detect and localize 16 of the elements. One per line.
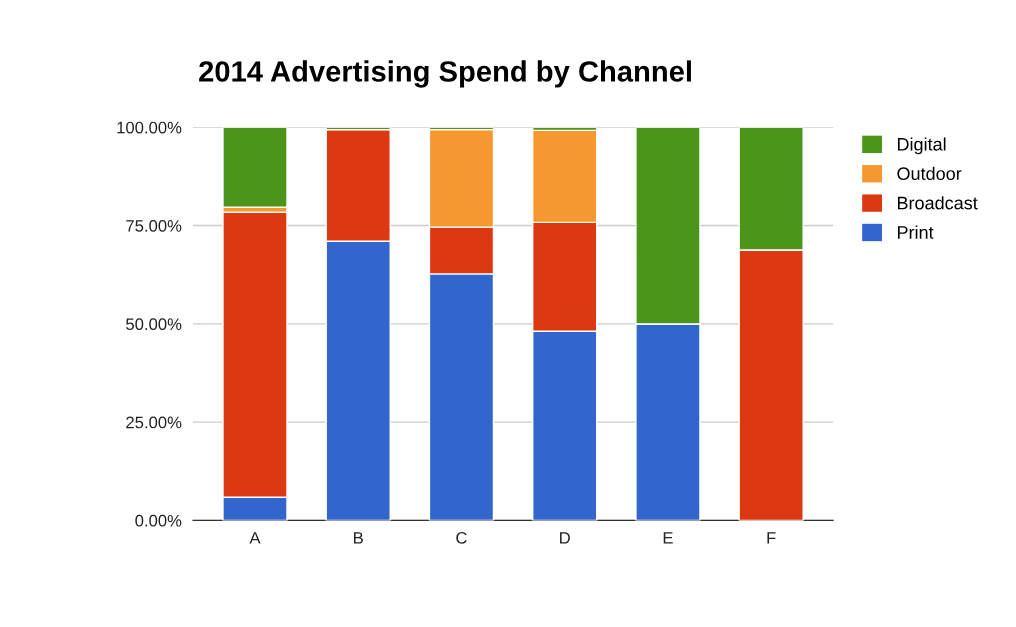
y-tick-label: 100.00%: [117, 121, 182, 134]
legend-label: Print: [897, 225, 934, 239]
legend-label: Broadcast: [897, 196, 978, 210]
y-tick-label: 0.00%: [135, 514, 182, 527]
x-tick-label: A: [249, 532, 261, 544]
x-tick-label: F: [767, 532, 776, 544]
legend-label: Outdoor: [897, 166, 962, 181]
x-tick-label: D: [560, 532, 570, 544]
x-tick-label: B: [354, 532, 363, 544]
y-tick-label: 75.00%: [126, 219, 182, 232]
x-tick-label: E: [663, 532, 673, 544]
chart-title: 2014 Advertising Spend by Channel: [199, 60, 691, 88]
legend-label: Digital: [897, 137, 946, 155]
x-tick-label: C: [456, 531, 467, 544]
y-tick-label: 25.00%: [126, 416, 182, 429]
y-tick-label: 50.00%: [126, 318, 182, 331]
